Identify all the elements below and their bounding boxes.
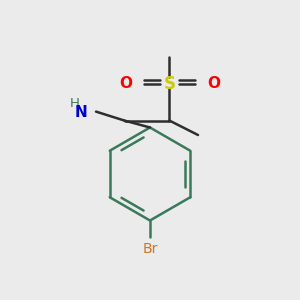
- Text: S: S: [164, 75, 175, 93]
- Text: N: N: [75, 105, 87, 120]
- Text: Br: Br: [142, 242, 158, 256]
- Text: H: H: [70, 97, 79, 110]
- Text: O: O: [207, 76, 220, 91]
- Text: O: O: [119, 76, 132, 91]
